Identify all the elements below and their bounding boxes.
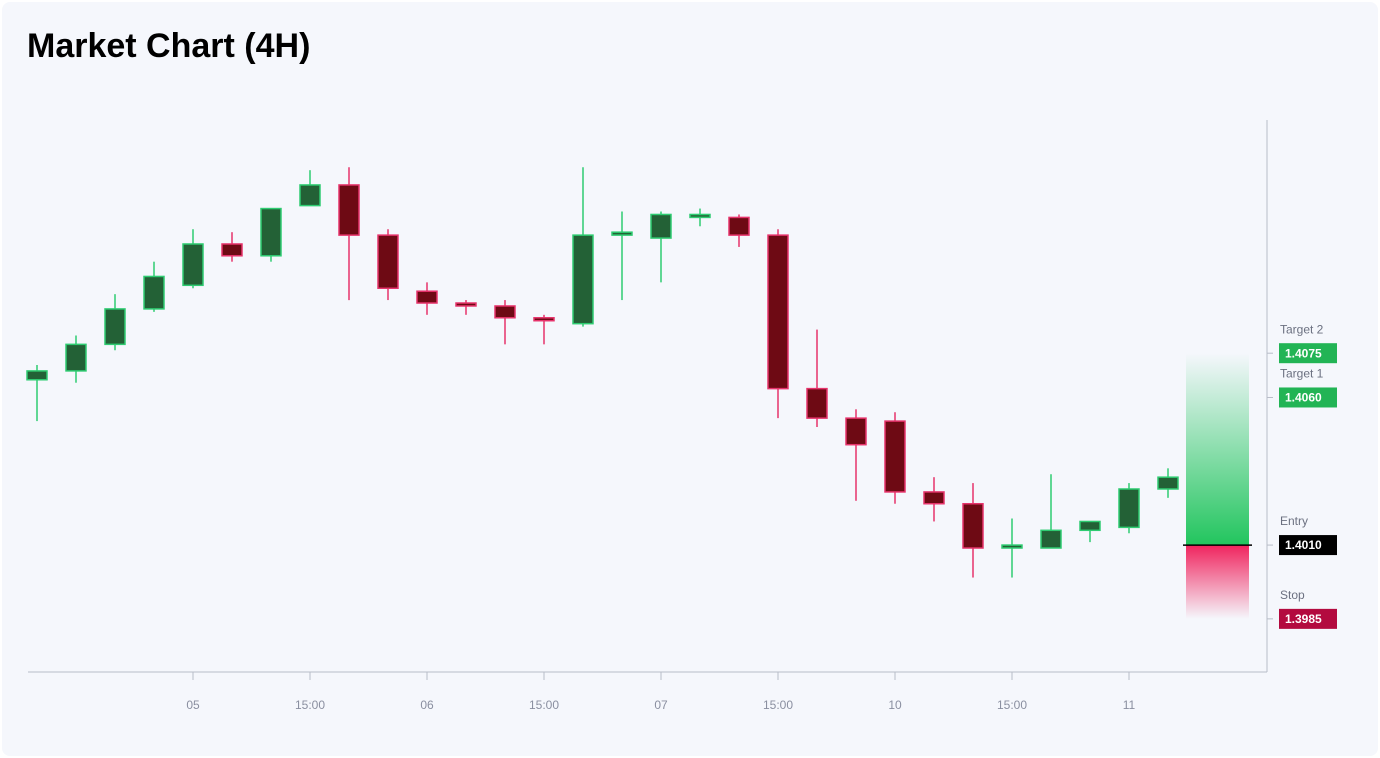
x-tick-label: 05 bbox=[186, 698, 200, 712]
candle-body bbox=[650, 213, 672, 239]
candle-body bbox=[884, 420, 906, 493]
x-tick-label: 15:00 bbox=[295, 698, 325, 712]
candle-body bbox=[1040, 529, 1062, 549]
level-badge bbox=[1279, 535, 1337, 556]
candle-body bbox=[416, 290, 438, 304]
candle-body bbox=[221, 243, 243, 257]
candle-body bbox=[1157, 476, 1179, 490]
level-value: 1.4060 bbox=[1285, 391, 1322, 405]
candle-body bbox=[962, 502, 984, 549]
level-value: 1.3985 bbox=[1285, 612, 1322, 626]
candle-body bbox=[26, 370, 48, 381]
chart-title: Market Chart (4H) bbox=[27, 27, 310, 65]
candle-body bbox=[572, 234, 594, 325]
level-badge bbox=[1279, 343, 1337, 364]
level-name: Target 1 bbox=[1280, 367, 1324, 381]
candle-body bbox=[182, 243, 204, 287]
level-badge bbox=[1279, 608, 1337, 629]
candle-body bbox=[767, 234, 789, 390]
level-name: Target 2 bbox=[1280, 322, 1324, 336]
candle-body bbox=[299, 184, 321, 207]
candle-body bbox=[728, 216, 750, 236]
candle-body bbox=[104, 308, 126, 346]
profit-zone bbox=[1186, 353, 1249, 546]
x-tick-label: 10 bbox=[888, 698, 902, 712]
candle-body bbox=[455, 302, 477, 307]
level-badge bbox=[1279, 387, 1337, 408]
candle-body bbox=[845, 417, 867, 446]
x-tick-label: 06 bbox=[420, 698, 434, 712]
candle-body bbox=[377, 234, 399, 290]
x-tick-label: 15:00 bbox=[997, 698, 1027, 712]
level-name: Stop bbox=[1280, 588, 1305, 602]
candle-body bbox=[1118, 488, 1140, 529]
candle-body bbox=[338, 184, 360, 236]
candle-body bbox=[1001, 544, 1023, 549]
candle-body bbox=[143, 275, 165, 310]
candle-body bbox=[806, 387, 828, 419]
candle-body bbox=[533, 317, 555, 322]
candle-body bbox=[611, 231, 633, 236]
loss-zone bbox=[1186, 545, 1249, 619]
candle-body bbox=[689, 213, 711, 219]
x-tick-label: 11 bbox=[1123, 698, 1136, 712]
x-tick-label: 15:00 bbox=[529, 698, 559, 712]
x-tick-label: 07 bbox=[654, 698, 668, 712]
level-value: 1.4075 bbox=[1285, 346, 1322, 360]
level-name: Entry bbox=[1280, 514, 1308, 528]
candle-body bbox=[260, 207, 282, 257]
candle-body bbox=[494, 305, 516, 319]
candle-body bbox=[1079, 520, 1101, 532]
x-tick-label: 15:00 bbox=[763, 698, 793, 712]
level-value: 1.4010 bbox=[1285, 538, 1322, 552]
candle-body bbox=[65, 343, 87, 372]
candle-body bbox=[923, 491, 945, 505]
